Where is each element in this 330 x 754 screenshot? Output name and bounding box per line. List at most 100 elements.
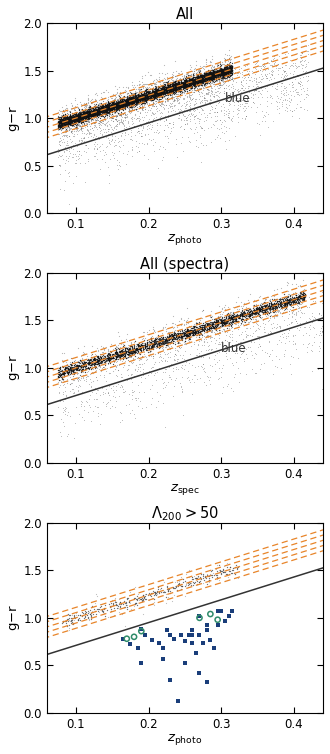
Point	[124, 345, 129, 357]
Point	[203, 65, 209, 77]
Point	[70, 107, 76, 119]
Point	[203, 80, 208, 92]
Point	[141, 92, 147, 104]
Point	[126, 348, 131, 360]
Point	[195, 572, 200, 584]
Point	[118, 349, 124, 361]
Point	[110, 97, 115, 109]
Point	[243, 298, 248, 310]
Point	[246, 80, 251, 92]
Point	[132, 344, 137, 356]
Point	[97, 357, 102, 369]
Point	[188, 78, 193, 90]
Point	[58, 117, 63, 129]
Point	[238, 82, 243, 94]
Point	[153, 336, 158, 348]
Point	[92, 354, 98, 366]
Point	[110, 101, 116, 113]
Point	[116, 346, 121, 358]
Point	[117, 102, 122, 114]
Point	[145, 88, 150, 100]
Point	[84, 109, 89, 121]
Point	[213, 569, 218, 581]
Point	[301, 54, 307, 66]
Point	[189, 81, 194, 93]
Point	[162, 102, 167, 114]
Y-axis label: g$-$r: g$-$r	[7, 105, 22, 132]
Point	[111, 386, 116, 398]
Point	[283, 302, 288, 314]
Point	[178, 76, 183, 88]
Point	[100, 385, 106, 397]
Point	[164, 84, 169, 97]
Point	[178, 84, 183, 97]
Point	[132, 600, 137, 612]
Point	[74, 360, 79, 372]
Point	[275, 320, 280, 333]
Point	[187, 78, 192, 90]
Point	[229, 63, 235, 75]
Point	[123, 111, 128, 123]
Point	[165, 80, 171, 92]
Point	[118, 109, 124, 121]
Point	[215, 63, 220, 75]
Point	[154, 339, 159, 351]
Point	[61, 112, 66, 124]
Point	[122, 99, 128, 111]
Point	[77, 363, 82, 375]
Point	[189, 74, 195, 86]
Point	[98, 109, 103, 121]
Point	[213, 69, 218, 81]
Point	[195, 74, 200, 86]
Point	[220, 63, 225, 75]
Point	[85, 125, 91, 137]
Point	[109, 96, 115, 108]
Point	[118, 345, 124, 357]
Point	[197, 129, 202, 141]
Point	[59, 118, 64, 130]
Point	[65, 363, 70, 375]
Point	[203, 77, 208, 89]
Point	[60, 117, 65, 129]
Point	[96, 106, 102, 118]
Point	[232, 315, 237, 327]
Point	[227, 311, 233, 323]
Point	[123, 96, 128, 108]
Point	[203, 56, 209, 68]
Point	[108, 100, 114, 112]
Point	[195, 70, 201, 82]
Point	[193, 109, 198, 121]
Point	[105, 362, 110, 374]
Point	[62, 117, 68, 129]
Point	[256, 303, 261, 315]
Point	[86, 109, 92, 121]
Point	[87, 105, 92, 117]
Point	[57, 111, 62, 123]
Point	[124, 96, 129, 108]
Point	[70, 115, 75, 127]
Point	[87, 359, 92, 371]
Point	[123, 95, 129, 107]
Point	[209, 313, 214, 325]
Point	[69, 614, 74, 626]
Point	[98, 357, 103, 369]
Point	[233, 311, 238, 323]
Point	[119, 97, 125, 109]
Point	[120, 98, 126, 110]
Point	[207, 68, 213, 80]
Point	[57, 113, 62, 125]
Point	[179, 79, 184, 91]
Point	[150, 321, 156, 333]
Point	[149, 88, 155, 100]
Point	[151, 93, 156, 106]
Point	[120, 97, 125, 109]
Point	[77, 112, 82, 124]
Point	[151, 112, 157, 124]
Point	[226, 66, 232, 78]
Point	[108, 600, 113, 612]
Point	[68, 114, 73, 126]
Point	[150, 90, 156, 102]
Point	[96, 353, 101, 365]
Point	[206, 70, 212, 82]
Point	[223, 64, 228, 76]
